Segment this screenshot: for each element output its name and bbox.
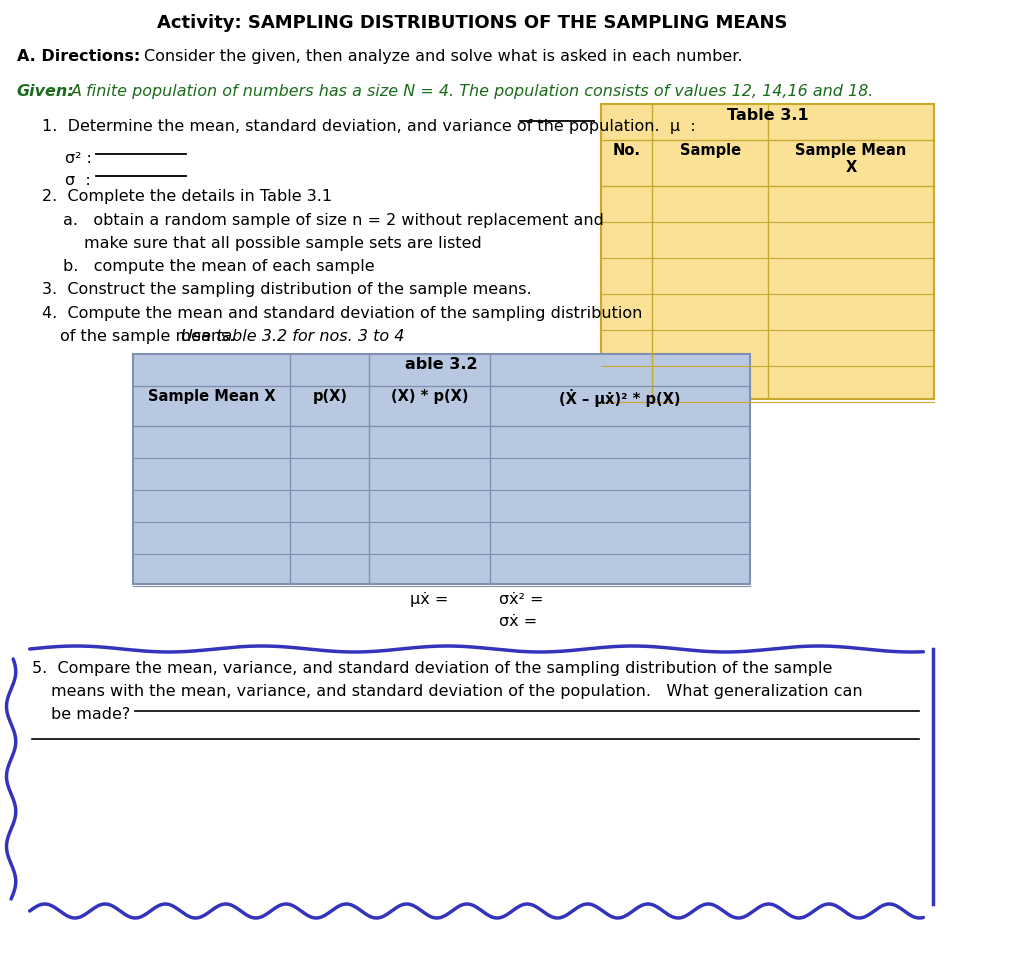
Text: 3.  Construct the sampling distribution of the sample means.: 3. Construct the sampling distribution o… <box>42 282 531 297</box>
Text: Use table 3.2 for nos. 3 to 4: Use table 3.2 for nos. 3 to 4 <box>181 329 404 344</box>
Bar <box>132 354 750 584</box>
Text: 5.  Compare the mean, variance, and standard deviation of the sampling distribut: 5. Compare the mean, variance, and stand… <box>33 661 833 676</box>
Text: μẋ =: μẋ = <box>410 592 449 607</box>
Text: means with the mean, variance, and standard deviation of the population.   What : means with the mean, variance, and stand… <box>51 684 862 699</box>
Text: Activity: SAMPLING DISTRIBUTIONS OF THE SAMPLING MEANS: Activity: SAMPLING DISTRIBUTIONS OF THE … <box>157 14 788 32</box>
Text: σẋ² =: σẋ² = <box>499 592 544 607</box>
Text: p(X): p(X) <box>313 389 347 404</box>
Text: Sample: Sample <box>680 143 741 158</box>
Text: σẋ =: σẋ = <box>499 614 538 629</box>
Text: (Ẋ – μẋ)² * p(X): (Ẋ – μẋ)² * p(X) <box>559 389 681 407</box>
Text: No.: No. <box>613 143 641 158</box>
Text: A finite population of numbers has a size N = 4. The population consists of valu: A finite population of numbers has a siz… <box>70 84 873 99</box>
Text: 2.  Complete the details in Table 3.1: 2. Complete the details in Table 3.1 <box>42 189 332 204</box>
Text: (X) * p(X): (X) * p(X) <box>391 389 468 404</box>
Text: make sure that all possible sample sets are listed: make sure that all possible sample sets … <box>83 236 482 251</box>
Text: a.   obtain a random sample of size n = 2 without replacement and: a. obtain a random sample of size n = 2 … <box>63 213 604 228</box>
Text: A. Directions:: A. Directions: <box>16 49 139 64</box>
Text: σ² :: σ² : <box>65 151 92 166</box>
Text: Sample Mean X: Sample Mean X <box>148 389 276 404</box>
Text: 1.  Determine the mean, standard deviation, and variance of the population.  μ  : 1. Determine the mean, standard deviatio… <box>42 119 695 134</box>
Text: Table 3.1: Table 3.1 <box>727 108 808 123</box>
Text: 4.  Compute the mean and standard deviation of the sampling distribution: 4. Compute the mean and standard deviati… <box>42 306 642 321</box>
Text: Consider the given, then analyze and solve what is asked in each number.: Consider the given, then analyze and sol… <box>144 49 742 64</box>
Bar <box>602 104 934 399</box>
Text: Sample Mean
X: Sample Mean X <box>795 143 907 175</box>
Text: σ  :: σ : <box>65 173 91 188</box>
Text: of the sample means.: of the sample means. <box>60 329 245 344</box>
Text: be made?: be made? <box>51 707 130 722</box>
Text: b.   compute the mean of each sample: b. compute the mean of each sample <box>63 259 375 274</box>
Text: Given:: Given: <box>16 84 74 99</box>
Text: able 3.2: able 3.2 <box>405 357 477 372</box>
